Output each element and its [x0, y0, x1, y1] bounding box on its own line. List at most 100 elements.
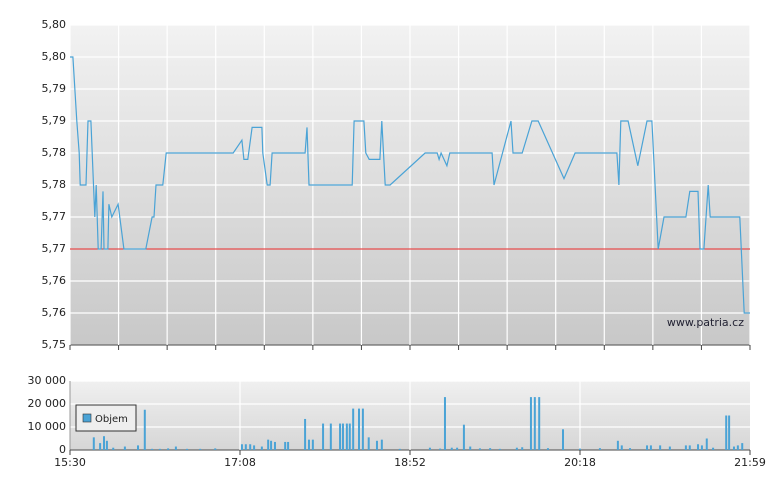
volume-bar [688, 445, 691, 450]
legend-label: Objem [95, 414, 128, 425]
volume-bar [439, 448, 442, 450]
volume-bar [273, 441, 276, 450]
volume-bar [329, 423, 332, 450]
y-tick-label: 5,78 [42, 146, 67, 159]
volume-bar [646, 445, 649, 450]
volume-bar [515, 447, 518, 450]
volume-bar [375, 440, 378, 450]
volume-bar [598, 448, 601, 450]
volume-bar [700, 445, 703, 450]
volume-bar [450, 447, 453, 450]
y-tick-label: 20 000 [28, 397, 67, 410]
volume-bar [697, 444, 700, 450]
volume-bar [322, 423, 325, 450]
y-tick-label: 0 [59, 443, 66, 456]
volume-bar [616, 440, 619, 450]
watermark: www.patria.cz [667, 316, 744, 329]
volume-bar [240, 444, 243, 450]
volume-bar [137, 445, 139, 450]
volume-bar [287, 441, 290, 450]
volume-bar [736, 445, 739, 450]
y-tick-label: 5,80 [42, 18, 67, 31]
x-tick-label: 21:59 [734, 456, 766, 469]
volume-bar [732, 446, 735, 450]
volume-bar [358, 408, 360, 450]
volume-bar [348, 423, 351, 450]
volume-bar [270, 440, 273, 450]
volume-bar [684, 445, 687, 450]
volume-bar [123, 446, 126, 450]
volume-bar [284, 441, 287, 450]
volume-bar [311, 439, 314, 450]
volume-bar [533, 397, 536, 450]
volume-bar [345, 423, 348, 450]
volume-bar [398, 448, 401, 450]
volume-bar [489, 448, 492, 450]
volume-bar [629, 448, 632, 450]
volume-bar [267, 439, 270, 450]
volume-bar [469, 446, 472, 450]
volume-bar [380, 439, 383, 450]
volume-bar [456, 447, 459, 450]
volume-bar [546, 448, 549, 450]
y-tick-label: 5,80 [42, 50, 67, 63]
y-tick-label: 10 000 [28, 420, 67, 433]
volume-bar [428, 447, 431, 450]
y-tick-label: 5,76 [42, 274, 67, 287]
y-tick-label: 30 000 [28, 374, 67, 387]
volume-bar [339, 423, 342, 450]
x-tick-label: 17:08 [224, 456, 256, 469]
volume-bar [249, 444, 252, 450]
volume-bar [105, 440, 108, 450]
volume-bar [103, 436, 105, 450]
volume-bar [668, 446, 671, 450]
volume-bar [562, 429, 564, 450]
volume-bar [367, 437, 370, 450]
legend-swatch [82, 413, 92, 423]
volume-bar [244, 444, 247, 450]
volume-bar [659, 445, 662, 450]
y-tick-label: 5,77 [42, 242, 67, 255]
volume-bar [112, 447, 115, 450]
volume-bar [352, 408, 355, 450]
volume-bar [498, 448, 501, 450]
x-tick-label: 15:30 [54, 456, 86, 469]
y-tick-label: 5,76 [42, 306, 67, 319]
volume-bar [307, 439, 310, 450]
volume-bar [92, 437, 95, 450]
x-tick-label: 20:18 [564, 456, 596, 469]
volume-bar [143, 409, 146, 450]
volume-bar [158, 448, 161, 450]
y-tick-label: 5,79 [42, 82, 67, 95]
volume-bar [304, 418, 307, 450]
volume-bar [462, 424, 465, 450]
volume-bar [174, 446, 177, 450]
volume-bar [620, 445, 623, 450]
volume-bar [151, 448, 154, 450]
volume-bar [361, 408, 364, 450]
volume-bar [443, 397, 446, 450]
y-tick-label: 5,75 [42, 338, 67, 351]
x-tick-label: 18:52 [394, 456, 426, 469]
volume-bar [579, 448, 581, 450]
volume-bar [186, 448, 189, 450]
volume-bar [529, 397, 532, 450]
volume-bar [99, 443, 102, 450]
volume-bar [728, 415, 731, 450]
y-tick-label: 5,78 [42, 178, 67, 191]
volume-bar [341, 423, 344, 450]
price-line [70, 56, 750, 314]
volume-bar [214, 448, 217, 450]
volume-bar [712, 447, 715, 450]
volume-bar [725, 415, 728, 450]
volume-bar [199, 448, 202, 450]
volume-bar [649, 445, 652, 450]
y-tick-label: 5,77 [42, 210, 67, 223]
y-tick-label: 5,79 [42, 114, 67, 127]
volume-bar [741, 443, 744, 450]
volume-bar [253, 445, 256, 450]
volume-bar [260, 446, 263, 450]
volume-bar [538, 397, 541, 450]
volume-bar [167, 448, 170, 450]
